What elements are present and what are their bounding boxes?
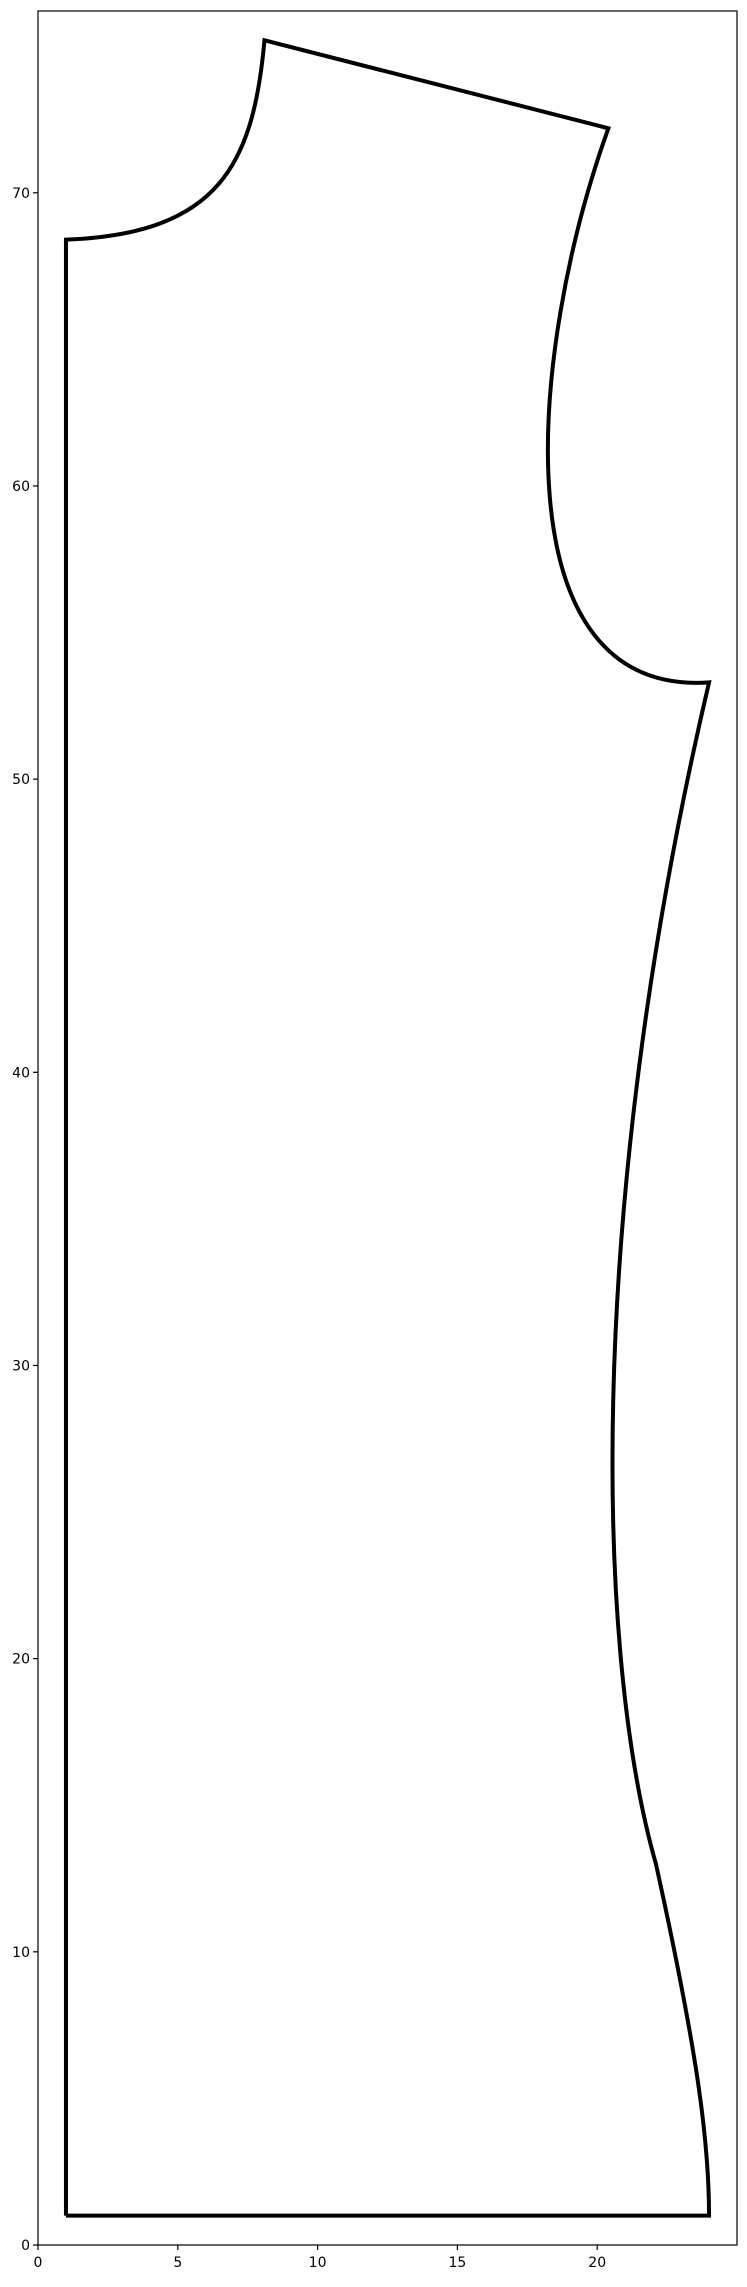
axes: 0 5 10 15 20 0 10 20 30 40 50 60 70 [12, 10, 738, 2271]
y-tick-label: 10 [12, 1945, 30, 1961]
x-tick-label: 10 [309, 2255, 327, 2271]
x-tick-label: 15 [448, 2255, 466, 2271]
pattern-outline-line [63, 37, 712, 2218]
x-tick-label: 0 [34, 2255, 43, 2271]
y-tick-label: 20 [12, 1652, 30, 1668]
y-tick-label: 40 [12, 1065, 30, 1081]
y-tick-label: 60 [12, 479, 30, 495]
plot-area [63, 37, 712, 2218]
x-tick-label: 5 [173, 2255, 182, 2271]
y-tick-label: 70 [12, 186, 30, 202]
y-tick-label: 30 [12, 1358, 30, 1374]
x-tick-label: 20 [588, 2255, 606, 2271]
y-tick-label: 0 [21, 2238, 30, 2254]
y-tick-label: 50 [12, 772, 30, 788]
axes-frame [37, 10, 738, 2246]
